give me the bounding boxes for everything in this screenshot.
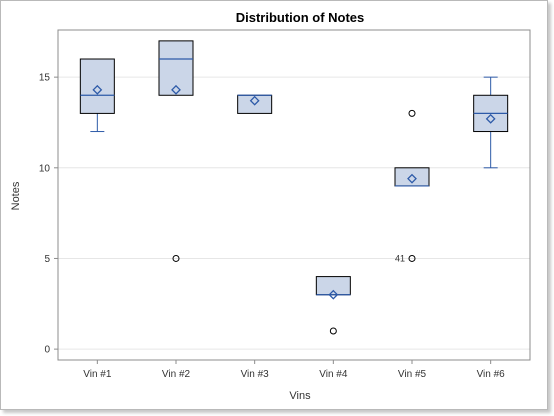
- box-5: 41: [394, 109, 430, 263]
- mean-marker: [485, 113, 496, 124]
- mean-marker: [249, 95, 260, 106]
- x-axis-label: Vins: [289, 390, 311, 402]
- outlier-point: [408, 109, 416, 117]
- grid-lines: [58, 76, 530, 350]
- y-tick-label-0: 0: [44, 345, 50, 356]
- x-tick-label: Vin #6: [477, 369, 506, 380]
- box-iqr: [158, 40, 194, 96]
- y-axis-label: Notes: [10, 181, 22, 210]
- plot-area-border: [57, 29, 531, 361]
- box-1: [79, 58, 115, 133]
- y-tick-label-10: 10: [39, 163, 51, 174]
- mean-marker: [171, 84, 181, 95]
- chart-title: Distribution of Notes: [236, 10, 365, 25]
- box-3: [237, 94, 273, 114]
- y-tick-label-15: 15: [39, 73, 51, 84]
- mean-marker: [92, 84, 103, 95]
- x-tick-label: Vin #5: [398, 369, 427, 380]
- mean-marker: [328, 289, 339, 300]
- outlier-point: [172, 254, 180, 262]
- x-tick-label: Vin #2: [162, 369, 191, 380]
- y-tick-label-5: 5: [44, 254, 50, 265]
- x-tick-label: Vin #1: [83, 369, 112, 380]
- x-tick-label: Vin #4: [319, 369, 348, 380]
- box-2: [158, 40, 194, 262]
- x-tick-label: Vin #3: [241, 369, 270, 380]
- box-iqr: [315, 276, 351, 296]
- outlier-point: [408, 254, 416, 262]
- boxes: 41: [79, 40, 509, 335]
- mean-marker: [407, 173, 417, 184]
- axes: 0 5 10 15 Vin #1 Vin #2 Vin #3 Vin #4 Vin #5 Vin …: [39, 29, 531, 380]
- outlier-label: 41: [395, 253, 405, 263]
- box-4: [315, 276, 351, 335]
- outlier-point: [329, 327, 337, 335]
- box-6: [473, 76, 509, 169]
